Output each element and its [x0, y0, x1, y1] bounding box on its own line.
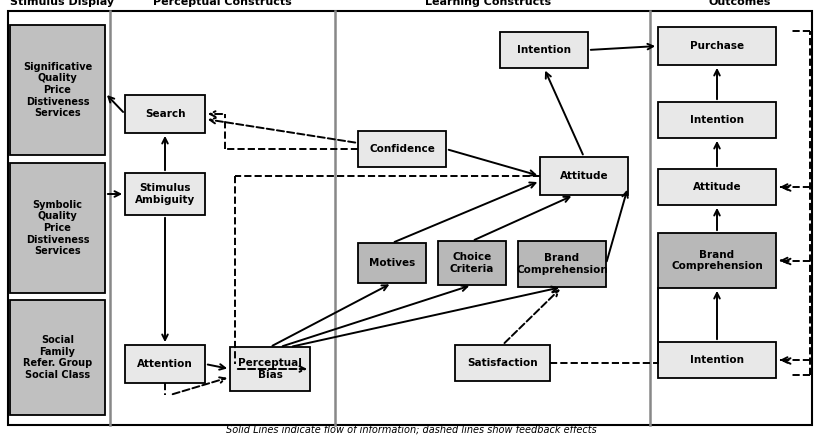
FancyBboxPatch shape — [230, 347, 310, 391]
FancyBboxPatch shape — [658, 27, 776, 65]
FancyBboxPatch shape — [125, 345, 205, 383]
Text: Satisfaction: Satisfaction — [467, 358, 538, 368]
Text: Significative
Quality
Price
Distiveness
Services: Significative Quality Price Distiveness … — [23, 62, 92, 118]
Text: Attitude: Attitude — [693, 182, 741, 192]
Text: Search: Search — [145, 109, 185, 119]
FancyBboxPatch shape — [358, 131, 446, 167]
FancyBboxPatch shape — [125, 173, 205, 215]
FancyBboxPatch shape — [658, 102, 776, 138]
FancyBboxPatch shape — [125, 95, 205, 133]
Text: Attitude: Attitude — [560, 171, 608, 181]
FancyBboxPatch shape — [658, 233, 776, 288]
Text: Choice
Criteria: Choice Criteria — [450, 252, 494, 274]
FancyBboxPatch shape — [518, 241, 606, 287]
Text: Symbolic
Quality
Price
Distiveness
Services: Symbolic Quality Price Distiveness Servi… — [25, 200, 90, 256]
Text: Intention: Intention — [517, 45, 571, 55]
FancyBboxPatch shape — [500, 32, 588, 68]
Text: Attention: Attention — [137, 359, 193, 369]
Text: Intention: Intention — [690, 355, 744, 365]
Text: Brand
Comprehension: Brand Comprehension — [516, 253, 608, 275]
Text: Confidence: Confidence — [369, 144, 435, 154]
FancyBboxPatch shape — [10, 25, 105, 155]
FancyBboxPatch shape — [540, 157, 628, 195]
Text: Stimulus
Ambiguity: Stimulus Ambiguity — [135, 183, 195, 205]
Text: Learning Constructs: Learning Constructs — [425, 0, 551, 7]
Text: Perceptual
Bias: Perceptual Bias — [238, 358, 302, 380]
Text: Stimulus Display: Stimulus Display — [10, 0, 114, 7]
FancyBboxPatch shape — [658, 342, 776, 378]
Text: Motives: Motives — [369, 258, 415, 268]
Text: Brand
Comprehension: Brand Comprehension — [671, 250, 763, 271]
FancyBboxPatch shape — [10, 163, 105, 293]
FancyBboxPatch shape — [358, 243, 426, 283]
FancyBboxPatch shape — [10, 300, 105, 415]
FancyBboxPatch shape — [438, 241, 506, 285]
Text: Social
Family
Refer. Group
Social Class: Social Family Refer. Group Social Class — [23, 335, 92, 380]
Text: Intention: Intention — [690, 115, 744, 125]
FancyBboxPatch shape — [455, 345, 550, 381]
Text: Perceptual Constructs: Perceptual Constructs — [153, 0, 291, 7]
Text: Purchase: Purchase — [690, 41, 744, 51]
Text: Solid Lines indicate flow of information; dashed lines show feedback effects: Solid Lines indicate flow of information… — [225, 425, 597, 435]
FancyBboxPatch shape — [658, 169, 776, 205]
Text: Outcomes: Outcomes — [709, 0, 771, 7]
